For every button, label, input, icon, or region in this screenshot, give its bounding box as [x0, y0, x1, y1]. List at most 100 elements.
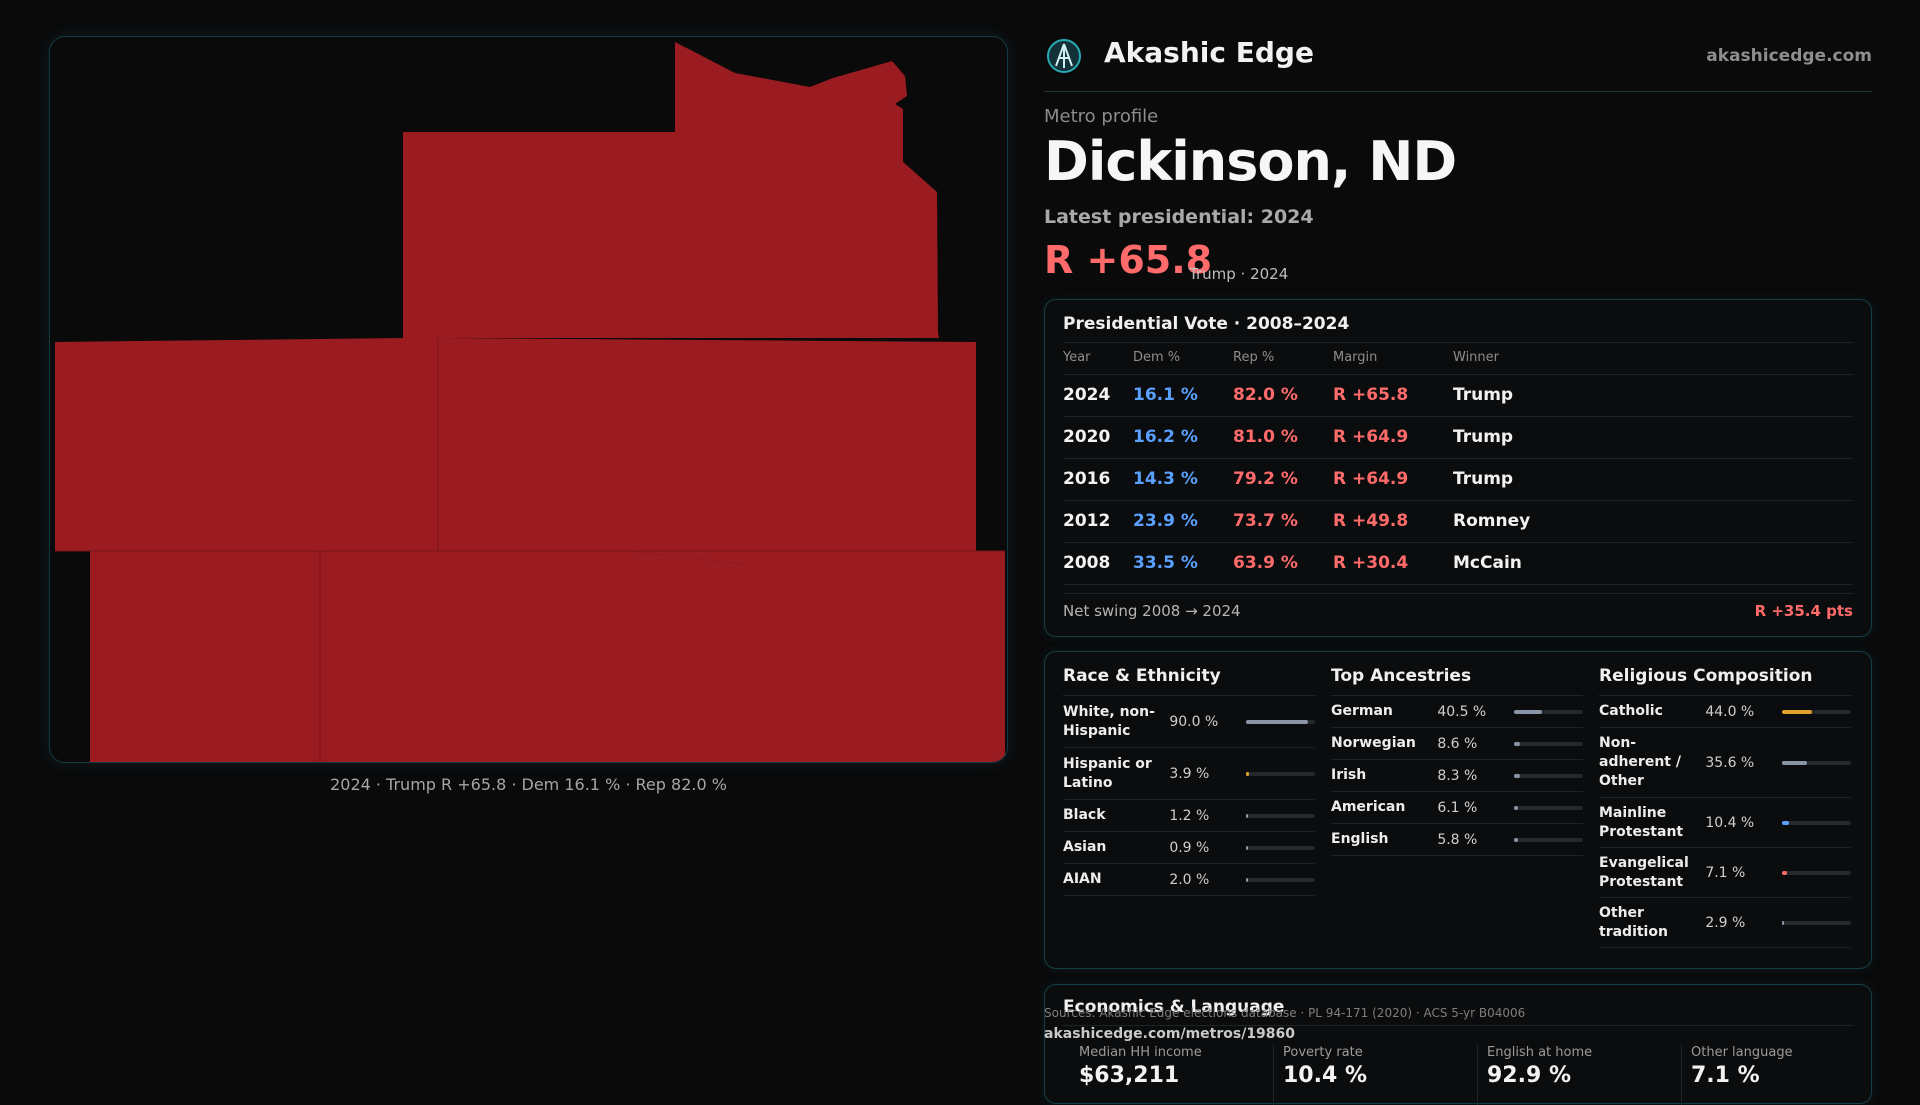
divider — [1063, 374, 1853, 375]
list-item: Hispanic or Latino 3.9 % — [1063, 748, 1315, 800]
county-map[interactable] — [49, 36, 1008, 763]
row-margin: R +64.9 — [1333, 469, 1409, 489]
share-bar — [1782, 920, 1851, 925]
row-rep: 79.2 % — [1233, 469, 1298, 489]
item-label: Black — [1063, 807, 1106, 823]
item-label: AIAN — [1063, 871, 1102, 887]
stat-value: 10.4 % — [1283, 1063, 1367, 1088]
ancestry-title: Top Ancestries — [1331, 666, 1583, 696]
share-bar — [1246, 719, 1315, 724]
item-value: 6.1 % — [1437, 799, 1478, 816]
stat-label: Other language — [1691, 1045, 1793, 1060]
list-item: AIAN 2.0 % — [1063, 864, 1315, 896]
item-value: 35.6 % — [1705, 754, 1755, 771]
presidential-card-title: Presidential Vote · 2008–2024 — [1063, 314, 1350, 334]
row-rep: 82.0 % — [1233, 385, 1298, 405]
race-title: Race & Ethnicity — [1063, 666, 1315, 696]
col-header-winner: Winner — [1453, 350, 1500, 365]
share-bar-fill — [1782, 709, 1813, 714]
col-header-dem: Dem % — [1133, 350, 1181, 365]
row-rep: 81.0 % — [1233, 427, 1298, 447]
row-year: 2024 — [1063, 385, 1111, 405]
share-bar-fill — [1514, 773, 1520, 778]
list-item: English 5.8 % — [1331, 824, 1583, 856]
sources-note: Sources: Akashic Edge elections database… — [1044, 1006, 1526, 1020]
akashic-logo-icon — [1047, 39, 1081, 73]
brand-name: Akashic Edge — [1104, 36, 1314, 69]
share-bar-fill — [1782, 870, 1787, 875]
item-value: 44.0 % — [1705, 703, 1755, 720]
item-label: Asian — [1063, 839, 1107, 855]
table-row: 2012 23.9 % 73.7 % R +49.8 Romney — [1063, 501, 1853, 543]
col-header-year: Year — [1063, 350, 1091, 365]
share-bar-fill — [1782, 760, 1807, 765]
share-bar — [1246, 877, 1315, 882]
row-winner: Trump — [1453, 427, 1514, 447]
religion-column: Religious Composition Catholic 44.0 % Non-… — [1599, 666, 1851, 948]
row-winner: Trump — [1453, 469, 1514, 489]
latest-margin: R +65.8 — [1044, 238, 1213, 282]
row-year: 2020 — [1063, 427, 1111, 447]
col-header-margin: Margin — [1333, 350, 1378, 365]
county-shape-west[interactable] — [55, 338, 438, 551]
divider — [1273, 1045, 1274, 1105]
source-url-link[interactable]: akashicedge.com/metros/19860 — [1044, 1026, 1296, 1042]
item-label: Irish — [1331, 767, 1367, 783]
list-item: Catholic 44.0 % — [1599, 696, 1851, 728]
item-label: Evangelical Protestant — [1599, 854, 1689, 890]
item-label: Mainline Protestant — [1599, 804, 1684, 840]
row-margin: R +30.4 — [1333, 553, 1409, 573]
list-item: Irish 8.3 % — [1331, 760, 1583, 792]
col-header-rep: Rep % — [1233, 350, 1275, 365]
economics-title: Economics & Language — [1063, 997, 1285, 1017]
row-dem: 23.9 % — [1133, 511, 1198, 531]
latest-margin-note: Trump · 2024 — [1189, 265, 1289, 283]
share-bar — [1514, 805, 1583, 810]
share-bar-fill — [1782, 920, 1785, 925]
county-shape-southwest[interactable] — [90, 551, 320, 762]
item-value: 10.4 % — [1705, 814, 1755, 831]
row-rep: 73.7 % — [1233, 511, 1298, 531]
stat-label: English at home — [1487, 1045, 1593, 1060]
map-caption: 2024 · Trump R +65.8 · Dem 16.1 % · Rep … — [330, 775, 727, 794]
share-bar — [1514, 741, 1583, 746]
row-margin: R +65.8 — [1333, 385, 1409, 405]
list-item: Mainline Protestant 10.4 % — [1599, 798, 1851, 848]
site-link[interactable]: akashicedge.com — [1706, 46, 1872, 66]
religion-title: Religious Composition — [1599, 666, 1851, 696]
presidential-vote-card: Presidential Vote · 2008–2024 Year Dem %… — [1044, 299, 1872, 637]
row-margin: R +64.9 — [1333, 427, 1409, 447]
county-shape-center[interactable] — [438, 338, 976, 564]
net-swing-value: R +35.4 pts — [1754, 602, 1853, 620]
county-shape-north[interactable] — [403, 42, 939, 338]
item-value: 5.8 % — [1437, 831, 1478, 848]
item-value: 0.9 % — [1169, 839, 1210, 856]
item-value: 8.6 % — [1437, 735, 1478, 752]
table-row: 2008 33.5 % 63.9 % R +30.4 McCain — [1063, 543, 1853, 585]
share-bar — [1782, 709, 1851, 714]
share-bar-fill — [1246, 771, 1249, 776]
list-item: Norwegian 8.6 % — [1331, 728, 1583, 760]
stat-value: 92.9 % — [1487, 1063, 1571, 1088]
list-item: Non-adherent / Other 35.6 % — [1599, 728, 1851, 798]
row-winner: McCain — [1453, 553, 1522, 573]
row-dem: 16.1 % — [1133, 385, 1198, 405]
item-value: 90.0 % — [1169, 713, 1219, 730]
table-row: 2020 16.2 % 81.0 % R +64.9 Trump — [1063, 417, 1853, 459]
share-bar — [1782, 870, 1851, 875]
page-title: Dickinson, ND — [1044, 130, 1457, 193]
share-bar — [1514, 709, 1583, 714]
county-shape-southeast[interactable] — [320, 535, 1005, 762]
race-column: Race & Ethnicity White, non-Hispanic 90.0… — [1063, 666, 1315, 896]
share-bar-fill — [1514, 805, 1519, 810]
item-label: American — [1331, 799, 1406, 815]
stat-label: Poverty rate — [1283, 1045, 1363, 1060]
list-item: Evangelical Protestant 7.1 % — [1599, 848, 1851, 898]
economics-card: Economics & Language Median HH income $6… — [1044, 984, 1872, 1105]
table-row: 2024 16.1 % 82.0 % R +65.8 Trump — [1063, 375, 1853, 417]
divider — [1063, 1025, 1853, 1026]
list-item: Other tradition 2.9 % — [1599, 898, 1851, 948]
item-label: Hispanic or Latino — [1063, 755, 1152, 791]
row-margin: R +49.8 — [1333, 511, 1409, 531]
item-value: 1.2 % — [1169, 807, 1210, 824]
